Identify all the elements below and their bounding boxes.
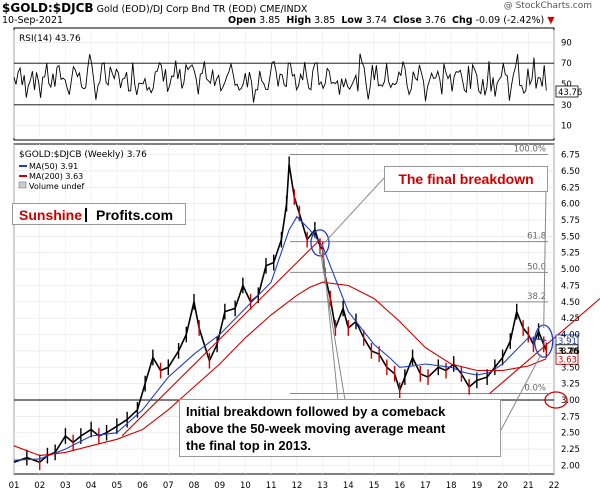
x-tick-label: 09 (214, 481, 225, 491)
ma200-line (13, 281, 547, 457)
fib-level-label: 100.0% (514, 145, 546, 155)
volume-legend-swatch (18, 181, 27, 189)
ohlc-readout: Open 3.85 High 3.85 Low 3.74 Close 3.76 … (228, 15, 555, 26)
price-tag-box (555, 352, 579, 365)
x-tick-label: 13 (317, 481, 328, 491)
note-pointer-2013 (319, 249, 346, 401)
x-tick-label: 02 (34, 481, 45, 491)
note-pointer-2013b (322, 249, 339, 401)
x-tick-label: 04 (86, 481, 97, 491)
final-breakdown-pointer (320, 177, 385, 247)
y-tick-label: 4.50 (561, 298, 580, 308)
chart-date: 10-Sep-2021 (2, 15, 64, 26)
breakdown-2013-circle (310, 229, 330, 257)
y-tick-label: 4.00 (561, 331, 580, 341)
rsi-tick-label: 10 (561, 122, 572, 132)
y-tick-label: 3.75 (561, 347, 580, 357)
y-tick-label: 6.00 (561, 200, 580, 210)
brand-part2: Profits.com (96, 207, 174, 223)
y-tick-label: 2.25 (561, 445, 580, 455)
note-line-2: above the 50-week moving average meant (186, 421, 446, 436)
rsi-legend: RSI(14) 43.76 (19, 34, 81, 44)
y-tick-label: 2.75 (561, 412, 580, 422)
x-tick-label: 16 (394, 481, 405, 491)
final-breakdown-pointer-2 (543, 189, 547, 329)
x-tick-label: 05 (111, 481, 122, 491)
rsi-tick-label: 70 (561, 59, 572, 69)
low-value: 3.74 (365, 15, 387, 26)
trendline-2019-2021 (489, 298, 600, 394)
brand-logo: Sunshine Profits.com (12, 203, 186, 225)
fib-level-label: 0.0% (524, 383, 546, 393)
breakdown-note: Initial breakdown followed by a comeback… (179, 399, 501, 457)
change-value: -0.09 (-2.42%) (475, 15, 545, 26)
x-tick-label: 15 (369, 481, 380, 491)
y-tick-label: 2.50 (561, 429, 580, 439)
rsi-value-tag-box (555, 85, 579, 98)
ma50-line (13, 215, 547, 461)
fib-level-label: 38.2 (527, 292, 546, 302)
brand-part1: Sunshine (19, 207, 83, 223)
x-tick-label: 07 (163, 481, 174, 491)
price-tag-label: 3.63 (558, 355, 577, 365)
y-tick-label: 5.50 (561, 232, 580, 242)
x-tick-label: 17 (420, 481, 431, 491)
y-tick-label: 3.25 (561, 380, 580, 390)
rsi-value-tag: 43.76 (558, 88, 582, 98)
x-tick-label: 01 (9, 481, 20, 491)
x-tick-label: 11 (266, 481, 277, 491)
x-tick-label: 12 (291, 481, 302, 491)
x-tick-label: 10 (240, 481, 251, 491)
note-line-3: the final top in 2013. (186, 438, 311, 453)
rsi-tick-label: 50 (561, 80, 572, 90)
y-tick-label: 4.25 (561, 314, 580, 324)
y-tick-label: 6.25 (561, 183, 580, 193)
y-tick-label: 6.50 (561, 167, 580, 177)
volume-legend: Volume undef (29, 182, 84, 191)
x-tick-label: 03 (60, 481, 71, 491)
y-tick-label: 5.75 (561, 216, 580, 226)
y-tick-label: 5.00 (561, 265, 580, 275)
x-tick-label: 21 (523, 481, 534, 491)
ma200-legend: MA(200) 3.63 (29, 172, 83, 181)
watermark: @ StockCharts.com (503, 1, 592, 11)
close-value: 3.76 (424, 15, 446, 26)
price-legend-title: $GOLD:$DJCB (Weekly) 3.76 (19, 150, 147, 160)
y-tick-label: 5.25 (561, 249, 580, 259)
y-tick-label: 6.75 (561, 151, 580, 161)
x-tick-label: 22 (549, 481, 560, 491)
x-tick-label: 06 (137, 481, 148, 491)
trendline-2005-2012 (121, 239, 321, 437)
rsi-tick-label: 90 (561, 38, 572, 48)
fib-level-label: 61.8 (527, 232, 546, 242)
ma50-legend: MA(50) 3.91 (29, 162, 78, 171)
x-tick-label: 14 (343, 481, 354, 491)
symbol-title: $GOLD:$DJCB (2, 1, 94, 15)
y-tick-label: 3.50 (561, 363, 580, 373)
price-tag-label: 3.91 (558, 337, 577, 347)
open-value: 3.85 (259, 15, 281, 26)
x-tick-label: 08 (189, 481, 200, 491)
x-tick-label: 18 (446, 481, 457, 491)
note-line-1: Initial breakdown followed by a comeback (186, 404, 446, 419)
x-tick-label: 20 (497, 481, 508, 491)
rsi-line (13, 53, 547, 103)
x-tick-label: 19 (471, 481, 482, 491)
y-tick-label: 2.00 (561, 461, 580, 471)
final-breakdown-label: The final breakdown (384, 166, 548, 192)
y-tick-label: 3.00 (561, 396, 580, 406)
y-tick-label: 4.75 (561, 281, 580, 291)
chart-header: $GOLD:$DJCB Gold (EOD)/DJ Corp Bnd TR (E… (2, 1, 307, 15)
note-pointer-2021 (500, 353, 542, 431)
symbol-description: Gold (EOD)/DJ Corp Bnd TR (EOD) CME/INDX (96, 4, 308, 15)
fib-level-label: 50.0 (527, 262, 546, 272)
high-value: 3.85 (314, 15, 336, 26)
rsi-tick-label: 30 (561, 101, 572, 111)
price-tag-label: 3.76 (558, 347, 579, 357)
target-3-circle (544, 391, 568, 409)
